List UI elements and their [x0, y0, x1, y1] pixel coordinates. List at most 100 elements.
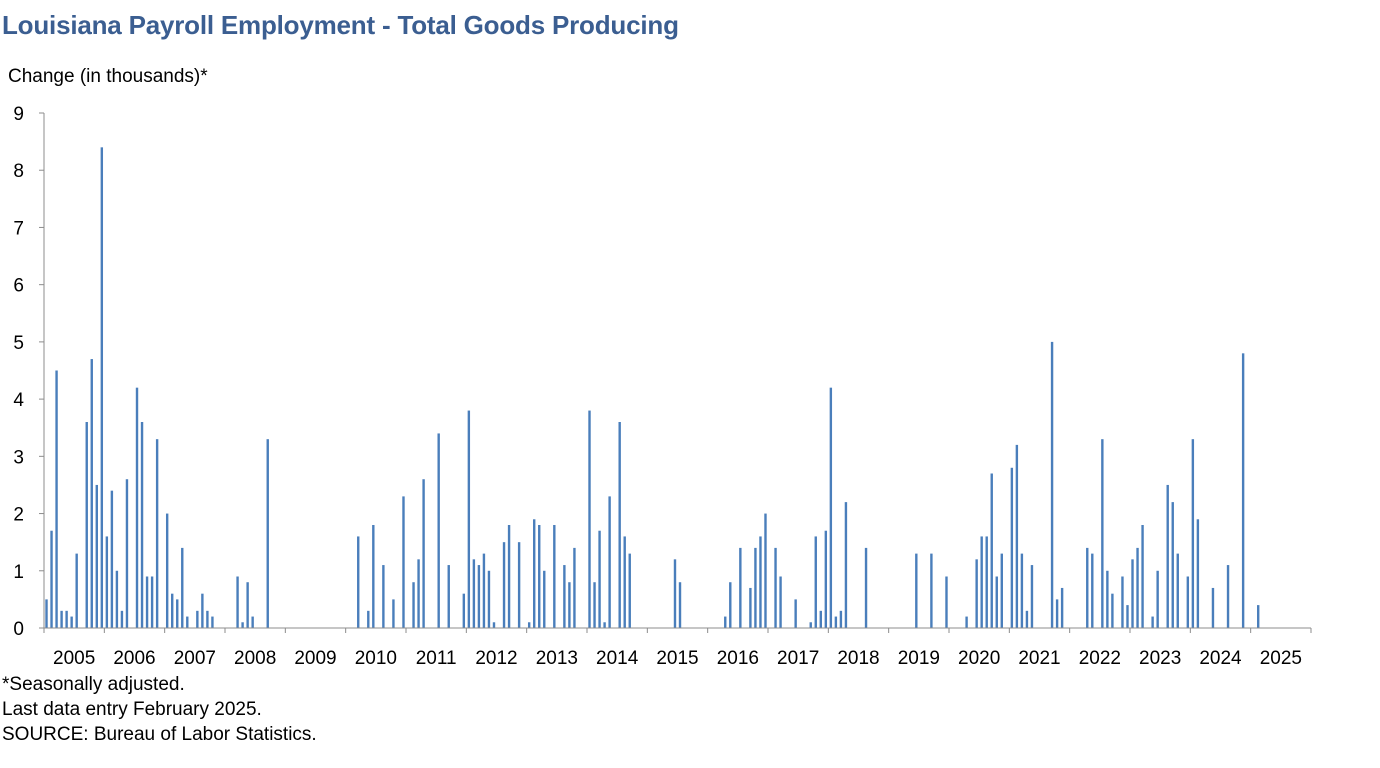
- bar-2017-06: [794, 599, 797, 628]
- y-tick-label: 2: [13, 505, 24, 526]
- bar-2018-03: [839, 610, 843, 628]
- bar-2023-09: [1171, 502, 1174, 628]
- x-tick-label: 2019: [898, 648, 940, 669]
- bar-2008-05: [246, 582, 249, 628]
- bar-2006-01: [105, 536, 109, 628]
- y-axis-label: Change (in thousands)*: [8, 66, 208, 87]
- x-tick-label: 2017: [777, 648, 819, 669]
- last-entry-note: Last data entry February 2025.: [2, 699, 262, 720]
- bar-2016-10: [754, 547, 757, 628]
- bar-2020-04: [965, 616, 968, 628]
- bar-2010-06: [372, 525, 375, 628]
- bar-2023-08: [1166, 484, 1169, 628]
- bar-2014-01: [588, 410, 591, 628]
- bar-2015-07: [678, 582, 682, 628]
- bar-2017-10: [814, 536, 817, 628]
- bar-2024-05: [1211, 587, 1215, 628]
- x-tick-label: 2023: [1139, 648, 1181, 669]
- bar-2022-04: [1086, 547, 1089, 628]
- bar-2013-02: [533, 519, 536, 628]
- bar-2007-01: [165, 513, 169, 628]
- bar-2013-10: [573, 547, 576, 628]
- chart-axes: [43, 113, 1311, 629]
- bar-2007-10: [211, 616, 214, 628]
- bar-2005-01: [45, 599, 48, 628]
- bar-2023-03: [1141, 525, 1144, 628]
- bar-2014-07: [618, 422, 621, 628]
- bar-2024-01: [1191, 439, 1195, 628]
- bar-2012-03: [477, 565, 481, 628]
- y-tick-label: 0: [13, 619, 24, 640]
- y-tick-label: 9: [13, 104, 24, 125]
- bar-2007-07: [196, 610, 199, 628]
- bar-2010-05: [367, 610, 370, 628]
- bar-2020-10: [995, 576, 998, 628]
- bar-2014-09: [628, 553, 631, 628]
- bar-2023-05: [1151, 616, 1154, 628]
- bar-2006-10: [150, 576, 154, 628]
- bar-2005-05: [65, 610, 68, 628]
- bar-2011-04: [422, 479, 425, 628]
- bar-2005-02: [50, 530, 53, 628]
- bar-2007-03: [176, 599, 179, 628]
- x-tick-label: 2013: [536, 648, 578, 669]
- bar-2005-11: [95, 484, 98, 628]
- bar-2006-09: [145, 576, 149, 628]
- x-tick-label: 2016: [717, 648, 759, 669]
- bar-2024-02: [1196, 519, 1200, 628]
- x-tick-label: 2020: [958, 648, 1000, 669]
- bar-2005-12: [100, 147, 104, 628]
- x-tick-label: 2018: [837, 648, 879, 669]
- bar-2020-06: [975, 559, 978, 628]
- x-tick-label: 2005: [53, 648, 95, 669]
- bar-2006-11: [155, 439, 159, 628]
- bar-2018-04: [844, 502, 848, 628]
- bar-2021-01: [1010, 467, 1014, 628]
- bar-2013-03: [538, 525, 541, 628]
- bar-2013-06: [553, 525, 556, 628]
- y-tick-label: 4: [13, 390, 24, 411]
- bar-2024-11: [1241, 353, 1245, 628]
- bar-2022-08: [1106, 570, 1109, 628]
- bar-2025-02: [1257, 605, 1260, 628]
- x-tick-label: 2007: [174, 648, 216, 669]
- x-tick-label: 2008: [234, 648, 276, 669]
- bar-2024-08: [1226, 565, 1230, 628]
- bar-2016-07: [739, 547, 742, 628]
- x-tick-label: 2009: [294, 648, 336, 669]
- bar-2012-02: [472, 559, 476, 628]
- bar-2023-10: [1176, 553, 1179, 628]
- bar-2014-05: [608, 496, 611, 628]
- bar-2021-05: [1030, 565, 1034, 628]
- bar-2008-06: [251, 616, 254, 628]
- bar-2020-07: [980, 536, 983, 628]
- bar-2022-11: [1121, 576, 1124, 628]
- bar-2017-09: [809, 622, 812, 628]
- bar-2020-11: [1000, 553, 1003, 628]
- bar-2006-02: [110, 490, 114, 628]
- y-tick-label: 3: [13, 447, 24, 468]
- bar-2015-06: [673, 559, 677, 628]
- bar-2014-08: [623, 536, 626, 628]
- y-tick-label: 6: [13, 276, 24, 297]
- bar-2021-04: [1025, 610, 1029, 628]
- x-tick-label: 2014: [596, 648, 639, 669]
- bar-2010-08: [382, 565, 385, 628]
- bar-2023-02: [1136, 547, 1139, 628]
- bar-2022-12: [1126, 605, 1129, 628]
- bar-2016-09: [749, 587, 752, 628]
- bar-2019-06: [915, 553, 918, 628]
- bar-2021-02: [1015, 444, 1019, 628]
- bar-2005-06: [70, 616, 73, 628]
- bar-2006-08: [140, 422, 144, 628]
- bar-2022-07: [1101, 439, 1104, 628]
- bar-2021-03: [1020, 553, 1024, 628]
- bar-2019-09: [930, 553, 933, 628]
- bar-2012-11: [517, 542, 521, 628]
- bar-2011-07: [437, 433, 440, 628]
- bar-2010-12: [402, 496, 405, 628]
- source-note: SOURCE: Bureau of Labor Statistics.: [2, 724, 317, 745]
- bar-2021-09: [1050, 341, 1054, 628]
- x-tick-label: 2011: [416, 648, 457, 669]
